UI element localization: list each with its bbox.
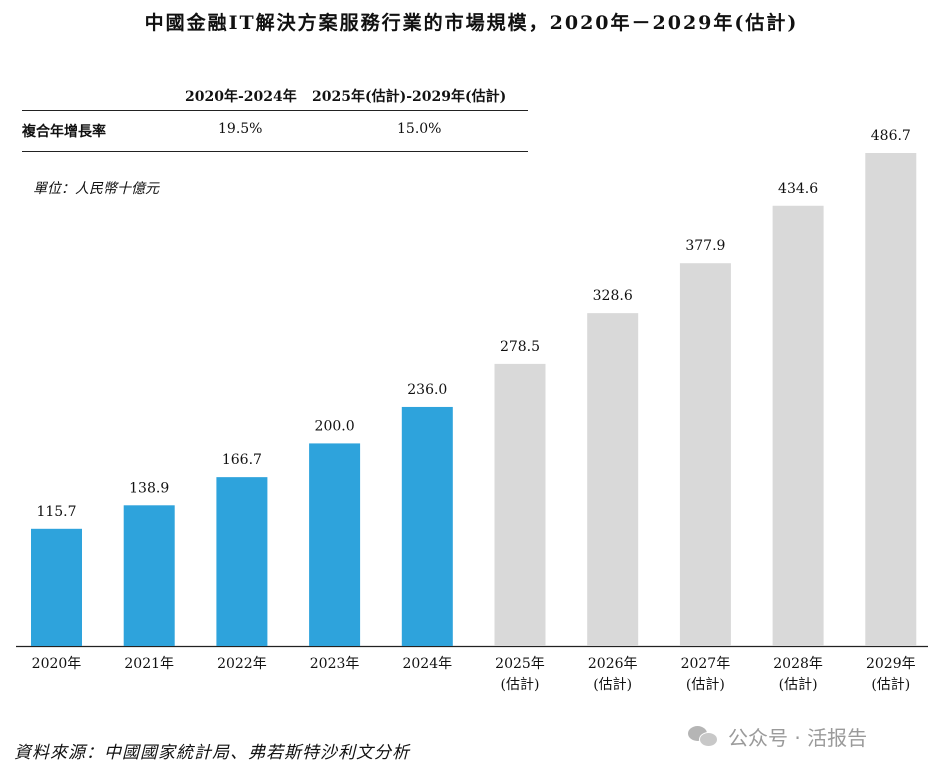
x-tick-label-9-sub: (估計) [871,677,910,693]
data-label-0: 115.7 [36,504,76,520]
x-tick-label-0: 2020年 [32,656,82,672]
x-tick-label-8: 2028年 [773,656,823,672]
bar-8 [772,205,824,646]
x-tick-label-3: 2023年 [310,656,360,672]
x-tick-label-5-sub: (估計) [501,677,540,693]
bar-4 [401,406,453,646]
bar-0 [31,528,82,646]
cagr-col1-value: 19.5% [218,121,263,137]
data-label-5: 278.5 [500,339,540,355]
x-tick-label-4: 2024年 [402,656,452,672]
bar-9 [865,153,917,646]
data-label-2: 166.7 [222,452,262,468]
bar-5 [494,363,546,646]
x-tick-label-7-sub: (估計) [686,677,725,693]
x-tick-label-5: 2025年 [495,656,545,672]
x-tick-label-2: 2022年 [217,656,267,672]
watermark: 公众号 · 活报告 [688,721,867,751]
wechat-icon [688,724,718,748]
x-tick-label-6: 2026年 [588,656,638,672]
x-tick-label-7: 2027年 [681,656,731,672]
bar-7 [679,263,731,646]
cagr-col2-header: 2025年(估計)-2029年(估計) [312,89,507,105]
data-label-7: 377.9 [685,238,725,254]
x-tick-label-9: 2029年 [866,656,916,672]
data-label-3: 200.0 [315,418,355,434]
bar-6 [587,313,639,646]
cagr-table-row: 複合年增長率 19.5% 15.0% [22,111,528,152]
source-note: 資料來源：中國國家統計局、弗若斯特沙利文分析 [14,743,410,763]
unit-label: 單位：人民幣十億元 [33,181,159,197]
bar-3 [309,443,361,646]
bar-2 [216,477,268,646]
data-label-4: 236.0 [407,382,447,398]
x-tick-label-6-sub: (估計) [593,677,632,693]
data-label-8: 434.6 [778,181,818,197]
cagr-col1-header: 2020年-2024年 [185,89,297,105]
cagr-row-label: 複合年增長率 [22,124,106,140]
watermark-text: 公众号 · 活报告 [728,725,868,750]
bar-1 [123,505,175,646]
data-label-6: 328.6 [593,288,633,304]
x-tick-label-8-sub: (估計) [779,677,818,693]
data-label-9: 486.7 [871,128,911,144]
cagr-table-header: 2020年-2024年 2025年(估計)-2029年(估計) [22,80,528,111]
cagr-table: 2020年-2024年 2025年(估計)-2029年(估計) 複合年增長率 1… [22,80,528,152]
data-label-1: 138.9 [129,480,169,496]
chart-title: 中國金融IT解決方案服務行業的市場規模，2020年－2029年(估計) [144,12,799,34]
bar-chart: 115.7 2020年 138.9 2021年 166.7 2022年 200.0 2023年… [16,128,928,693]
cagr-col2-value: 15.0% [397,121,442,137]
x-tick-label-1: 2021年 [124,656,174,672]
